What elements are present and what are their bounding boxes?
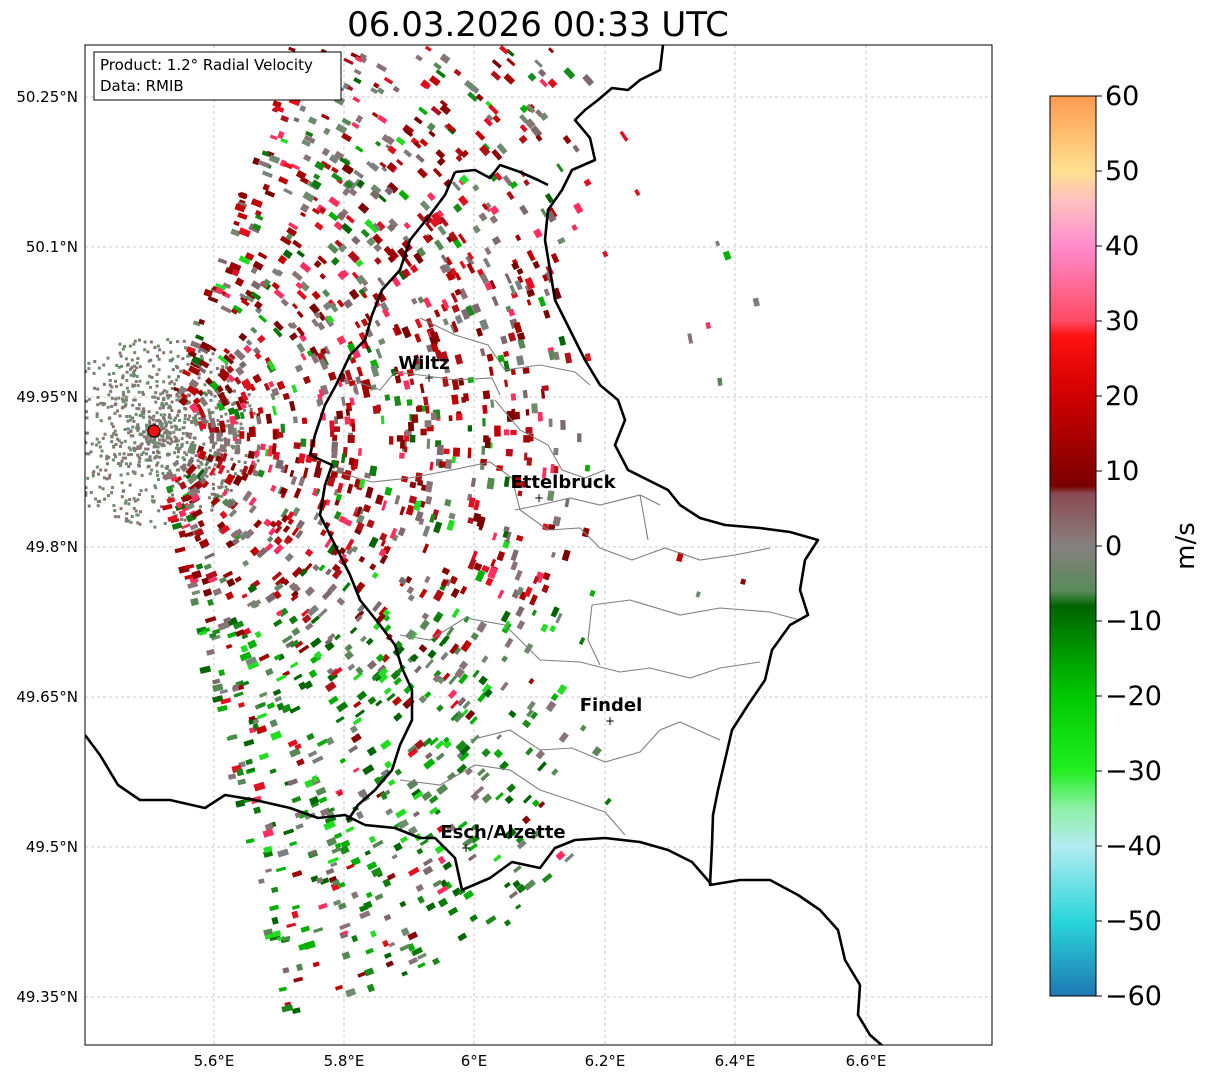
colorbar-tick-label: 10 (1105, 456, 1139, 487)
canton-line-mid (514, 494, 661, 511)
border-de-east (543, 45, 884, 1045)
canton-line-north (419, 317, 591, 386)
colorbar-gradient (1049, 95, 1097, 997)
country-borders (85, 45, 884, 1045)
canton-line-east (591, 599, 801, 621)
longitude-axis: 5.6°E 5.8°E 6°E 6.2°E 6.4°E 6.6°E (194, 1052, 887, 1070)
colorbar-tick-label: 60 (1105, 81, 1139, 112)
border-be-lu (308, 163, 549, 821)
canton-line-capital (469, 721, 721, 763)
lat-tick-label: 50.25°N (16, 88, 78, 106)
lat-tick-label: 49.95°N (16, 388, 78, 406)
canton-line-wiltz (351, 371, 501, 396)
colorbar-tick-label: −50 (1105, 906, 1162, 937)
colorbar-tick-label: −30 (1105, 756, 1162, 787)
lon-tick-label: 6.2°E (585, 1052, 626, 1070)
city-esch-alzette: + Esch/Alzette (440, 822, 565, 855)
colorbar-unit-label: m/s (1171, 522, 1201, 570)
colorbar-tick-label: 40 (1105, 231, 1139, 262)
colorbar-tick-label: −10 (1105, 606, 1162, 637)
radar-site-marker (147, 424, 161, 438)
city-marker: + (534, 491, 544, 505)
canton-line-south (399, 617, 761, 679)
lon-tick-label: 6.4°E (715, 1052, 756, 1070)
colorbar-tick-label: 30 (1105, 306, 1139, 337)
border-be-fr (85, 734, 366, 827)
colorbar-tick-label: 0 (1105, 531, 1122, 562)
border-fr-lu (364, 823, 713, 892)
colorbar-tick-label: −20 (1105, 681, 1162, 712)
lon-tick-label: 6°E (461, 1052, 488, 1070)
colorbar-tick-label: 20 (1105, 381, 1139, 412)
city-marker: + (461, 841, 471, 855)
city-findel: + Findel (580, 695, 643, 728)
data-source-label: Data: RMIB (100, 77, 184, 95)
city-ettelbruck: + Ettelbruck (510, 472, 616, 505)
radar-returns (85, 45, 760, 1015)
map-panel (85, 45, 992, 1045)
colorbar-tick-label: 50 (1105, 156, 1139, 187)
lat-tick-label: 49.5°N (26, 838, 78, 856)
lon-tick-label: 5.8°E (324, 1052, 365, 1070)
product-info-box: Product: 1.2° Radial Velocity Data: RMIB (93, 51, 342, 101)
latitude-axis: 50.25°N 50.1°N 49.95°N 49.8°N 49.65°N 49… (16, 88, 78, 1006)
map-title: 06.03.2026 00:33 UTC (347, 5, 729, 45)
lat-tick-label: 50.1°N (26, 238, 78, 256)
lon-tick-label: 5.6°E (194, 1052, 235, 1070)
map-frame (84, 44, 993, 1046)
lat-tick-label: 49.35°N (16, 988, 78, 1006)
lat-tick-label: 49.8°N (26, 538, 78, 556)
canton-line-findel (587, 494, 649, 666)
city-label: Ettelbruck (510, 472, 616, 493)
canton-line-ettel (494, 399, 606, 479)
colorbar-ticks: 60 50 40 30 20 10 0 −10 −20 −30 −40 −50 −60 (1096, 81, 1162, 1012)
city-wiltz: + Wiltz (398, 353, 449, 385)
colorbar: 60 50 40 30 20 10 0 −10 −20 −30 −40 −50 −60 m/s (1049, 81, 1201, 1012)
city-label: Wiltz (398, 353, 449, 374)
colorbar-tick-label: −60 (1105, 981, 1162, 1012)
canton-boundaries (329, 317, 801, 836)
city-label: Esch/Alzette (440, 822, 565, 843)
canton-line-center (329, 461, 771, 561)
city-label: Findel (580, 695, 643, 716)
city-marker: + (424, 371, 434, 385)
lon-tick-label: 6.6°E (846, 1052, 887, 1070)
lat-tick-label: 49.65°N (16, 688, 78, 706)
product-label: Product: 1.2° Radial Velocity (100, 56, 313, 74)
canton-line-sw (399, 764, 626, 836)
city-marker: + (605, 714, 615, 728)
colorbar-tick-label: −40 (1105, 831, 1162, 862)
